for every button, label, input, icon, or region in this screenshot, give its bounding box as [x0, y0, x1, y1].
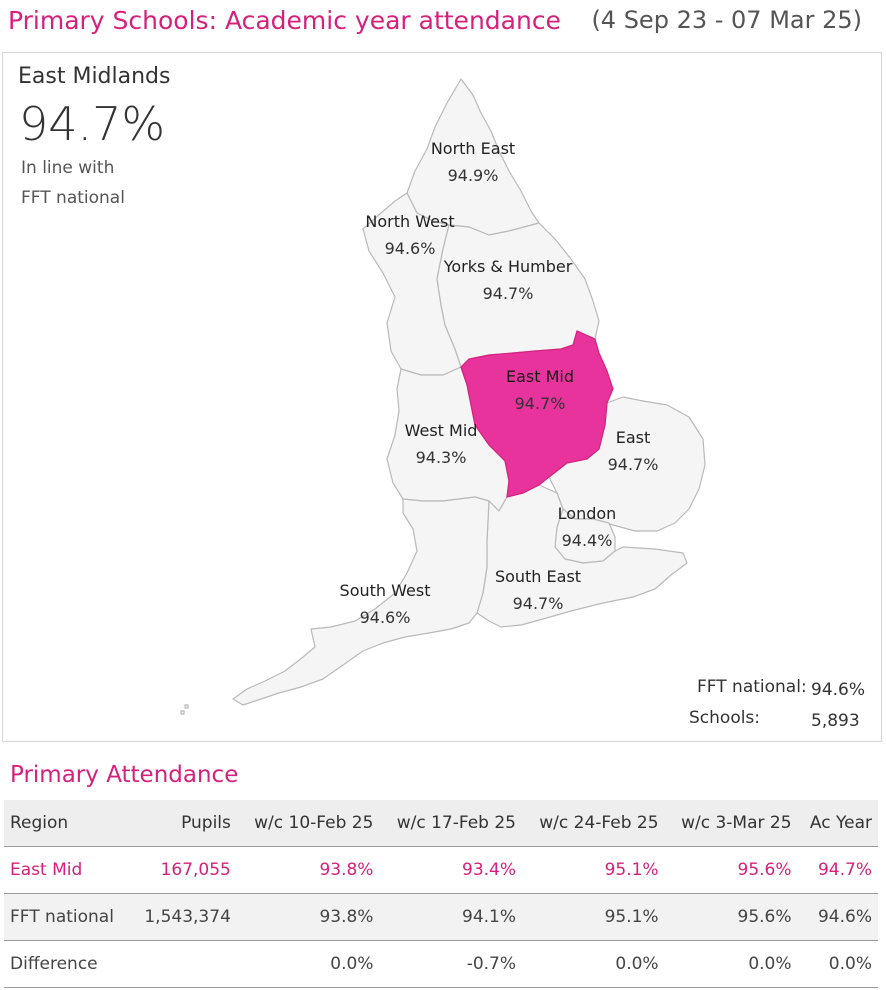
map-label-value: 94.4%	[561, 531, 613, 550]
map-label-name: Yorks & Humber	[443, 257, 573, 276]
map-label-north-east: North East 94.9%	[431, 139, 515, 185]
table-cell: 167,055	[129, 846, 237, 894]
map-label-name: South West	[339, 581, 431, 600]
map-label-east-mid: East Mid 94.7%	[506, 367, 574, 413]
selected-region-value: 94.7%	[19, 97, 166, 151]
table-cell: 0.0%	[664, 940, 798, 988]
comparison-line-2: FFT national	[21, 188, 125, 208]
table-row-fft-national: FFT national 1,543,374 93.8% 94.1% 95.1%…	[4, 893, 878, 941]
map-label-value: 94.7%	[514, 394, 566, 413]
table-cell: 1,543,374	[129, 893, 237, 941]
map-label-name: North East	[430, 139, 516, 158]
map-label-yorks-humber: Yorks & Humber 94.7%	[444, 257, 573, 303]
map-panel: East Midlands 94.7% In line with FFT nat…	[2, 52, 882, 742]
attendance-section-title: Primary Attendance	[10, 762, 239, 788]
map-label-value: 94.3%	[415, 448, 467, 467]
map-label-west-mid: West Mid 94.3%	[405, 421, 478, 467]
page-title: Primary Schools: Academic year attendanc…	[8, 6, 561, 35]
attendance-table: Region Pupils w/c 10-Feb 25 w/c 17-Feb 2…	[4, 800, 878, 988]
schools-value: 5,893	[811, 711, 860, 731]
map-label-name: South East	[494, 567, 582, 586]
map-label-name: West Mid	[404, 421, 478, 440]
comparison-line-1: In line with	[21, 158, 115, 178]
fft-national-value: 94.6%	[811, 680, 866, 700]
table-cell: 95.1%	[522, 846, 665, 894]
map-label-name: East	[615, 428, 651, 447]
england-region-map	[180, 78, 706, 715]
region-shape-scilly	[180, 704, 189, 715]
table-cell: 93.8%	[236, 893, 380, 941]
schools-label: Schools:	[689, 708, 761, 728]
map-label-value: 94.7%	[482, 284, 534, 303]
table-cell: FFT national	[4, 893, 130, 941]
region-shape-south-west[interactable]	[232, 496, 490, 706]
column-header[interactable]: w/c 17-Feb 25	[379, 800, 523, 847]
map-label-value: 94.7%	[512, 594, 564, 613]
table-cell: 95.6%	[664, 893, 798, 941]
table-cell: -0.7%	[379, 940, 523, 988]
comparison-text: In line with FFT national	[21, 153, 125, 213]
table-cell: 94.6%	[797, 893, 878, 941]
table-cell	[129, 940, 237, 988]
table-cell: 94.1%	[379, 893, 523, 941]
map-label-north-west: North West 94.6%	[365, 212, 454, 258]
map-label-name: East Mid	[505, 367, 575, 386]
fft-national-label: FFT national:	[697, 677, 807, 697]
table-row-difference: Difference 0.0% -0.7% 0.0% 0.0% 0.0%	[4, 940, 878, 988]
column-header[interactable]: w/c 3-Mar 25	[664, 800, 798, 847]
map-label-name: London	[557, 504, 617, 523]
table-header-row: Region Pupils w/c 10-Feb 25 w/c 17-Feb 2…	[4, 800, 878, 847]
table-cell: 0.0%	[522, 940, 665, 988]
column-header[interactable]: Pupils	[129, 800, 237, 847]
map-label-south-west: South West 94.6%	[340, 581, 431, 627]
region-shape-east-mid-selected[interactable]	[460, 330, 614, 498]
map-label-name: North West	[365, 212, 455, 231]
table-row-east-mid: East Mid 167,055 93.8% 93.4% 95.1% 95.6%…	[4, 846, 878, 894]
map-label-value: 94.6%	[359, 608, 411, 627]
table-cell: 94.7%	[797, 846, 878, 894]
map-label-value: 94.6%	[384, 239, 436, 258]
map-label-value: 94.9%	[447, 166, 499, 185]
column-header[interactable]: Region	[4, 800, 130, 847]
table-cell: Difference	[4, 940, 130, 988]
table-cell: 95.6%	[664, 846, 798, 894]
map-label-south-east: South East 94.7%	[495, 567, 581, 613]
table-cell: East Mid	[4, 846, 130, 894]
selected-region-name: East Midlands	[18, 64, 171, 89]
column-header[interactable]: w/c 24-Feb 25	[522, 800, 665, 847]
table-cell: 0.0%	[236, 940, 380, 988]
map-label-value: 94.7%	[607, 455, 659, 474]
column-header[interactable]: w/c 10-Feb 25	[236, 800, 380, 847]
table-cell: 93.8%	[236, 846, 380, 894]
map-label-london: London 94.4%	[558, 504, 617, 550]
date-range: (4 Sep 23 - 07 Mar 25)	[591, 6, 862, 34]
table-cell: 0.0%	[797, 940, 878, 988]
region-shape-south-east[interactable]	[476, 484, 688, 628]
table-cell: 95.1%	[522, 893, 665, 941]
column-header[interactable]: Ac Year	[797, 800, 878, 847]
map-label-east: East 94.7%	[608, 428, 659, 474]
table-cell: 93.4%	[379, 846, 523, 894]
